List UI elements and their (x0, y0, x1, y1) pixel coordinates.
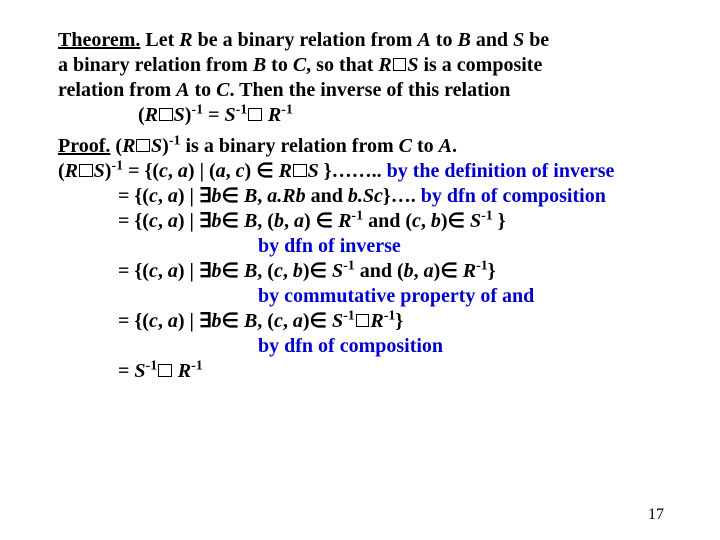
theorem-label: Theorem. (58, 29, 140, 51)
annotation: by dfn of composition (58, 334, 662, 359)
proof-line2: (RS)-1 = {(c, a) | (a, c) ∈ RS }…….. by … (58, 159, 662, 184)
theorem-block: Theorem. Let R be a binary relation from… (58, 28, 662, 128)
annotation: by the definition of inverse (387, 160, 615, 182)
annotation: by commutative property of and (58, 284, 662, 309)
annotation: by dfn of inverse (58, 234, 662, 259)
annotation: by dfn of composition (421, 185, 606, 207)
page-number: 17 (648, 506, 664, 524)
proof-line4: = {(c, a) | ∃b∈ B, (b, a) ∈ R-1 and (c, … (58, 209, 662, 234)
proof-line3: = {(c, a) | ∃b∈ B, a.Rb and b.Sc}…. by d… (58, 184, 662, 209)
proof-line7: = S-1 R-1 (58, 359, 662, 384)
slide-content: Theorem. Let R be a binary relation from… (0, 0, 720, 384)
proof-line6: = {(c, a) | ∃b∈ B, (c, a)∈ S-1R-1} (58, 309, 662, 334)
compose-icon (248, 108, 262, 122)
theorem-line3: relation from A to C. Then the inverse o… (58, 78, 662, 103)
theorem-line1: Theorem. Let R be a binary relation from… (58, 28, 662, 53)
proof-line1: Proof. (RS)-1 is a binary relation from … (58, 134, 662, 159)
compose-icon (79, 164, 93, 178)
proof-block: Proof. (RS)-1 is a binary relation from … (58, 134, 662, 384)
compose-icon (158, 364, 172, 378)
theorem-line4: (RS)-1 = S-1 R-1 (58, 103, 662, 128)
proof-label: Proof. (58, 135, 110, 157)
compose-icon (393, 58, 407, 72)
compose-icon (356, 314, 370, 328)
compose-icon (293, 164, 307, 178)
theorem-line2: a binary relation from B to C, so that R… (58, 53, 662, 78)
proof-line5: = {(c, a) | ∃b∈ B, (c, b)∈ S-1 and (b, a… (58, 259, 662, 284)
compose-icon (136, 139, 150, 153)
compose-icon (159, 108, 173, 122)
